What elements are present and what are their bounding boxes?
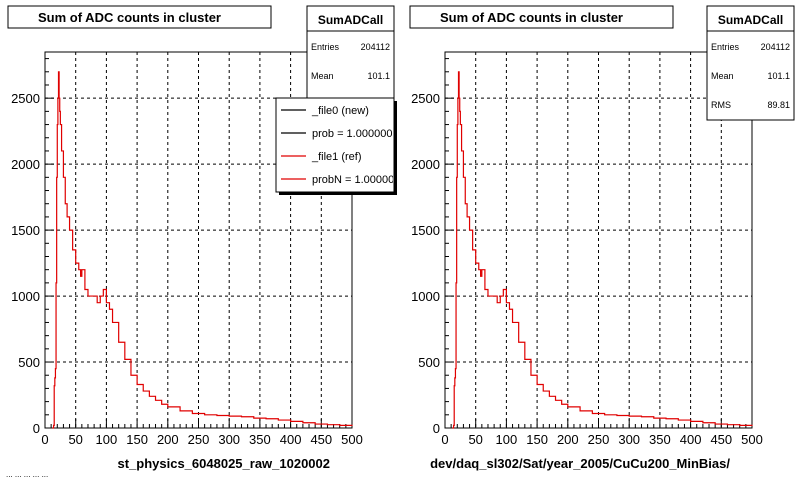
y-tick-label: 1500 (411, 223, 440, 238)
x-tick-label: 450 (310, 432, 332, 447)
y-tick-label: 500 (418, 355, 440, 370)
stats-label: RMS (711, 100, 731, 110)
x-tick-label: 0 (441, 432, 448, 447)
x-tick-label: 0 (41, 432, 48, 447)
y-tick-label: 2000 (11, 157, 40, 172)
legend-label: _file0 (new) (311, 105, 369, 117)
x-tick-label: 150 (526, 432, 548, 447)
x-tick-label: 200 (157, 432, 179, 447)
title-box (7, 5, 272, 29)
x-tick-label: 200 (557, 432, 579, 447)
x-tick-label: 500 (341, 432, 363, 447)
y-tick-label: 1000 (11, 289, 40, 304)
legend-label: _file1 (ref) (311, 151, 362, 163)
y-tick-label: 1000 (411, 289, 440, 304)
x-axis-title: st_physics_6048025_raw_1020002 (117, 456, 330, 471)
x-tick-label: 400 (280, 432, 302, 447)
legend-box (275, 97, 395, 193)
chart-panel-2: 0 50 100 150 200 250 300 350 400 450 500 0 500 1000 15… (409, 5, 795, 471)
x-tick-label: 350 (249, 432, 271, 447)
stats-box (306, 5, 395, 111)
y-tick-label: 2000 (411, 157, 440, 172)
stats-value: 204112 (361, 42, 390, 52)
x-tick-label: 150 (126, 432, 148, 447)
x-tick-label: 350 (649, 432, 671, 447)
stats-label: Entries (711, 42, 740, 52)
x-axis-title: dev/daq_sl302/Sat/year_2005/CuCu200_MinB… (430, 456, 730, 471)
stats-value: 101.1 (367, 71, 390, 81)
stats-value: 204112 (761, 42, 790, 52)
y-tick-label: 2500 (411, 91, 440, 106)
stats-box (706, 5, 795, 121)
legend-label: probN = 1.000000 (312, 174, 400, 186)
stats-value: 89.81 (767, 100, 790, 110)
y-tick-label: 0 (433, 421, 440, 436)
stats-label: Entries (311, 42, 340, 52)
x-tick-label: 50 (68, 432, 82, 447)
histogram-series-line (52, 71, 353, 429)
x-tick-label: 100 (496, 432, 518, 447)
y-tick-label: 1500 (11, 223, 40, 238)
chart-title: Sum of ADC counts in cluster (440, 10, 623, 25)
x-tick-label: 450 (710, 432, 732, 447)
legend-entries: _file0 (new) prob = 1.000000 _file1 (ref) p… (281, 105, 400, 186)
stats-label: Mean (311, 71, 334, 81)
chart-panel-1: 0 50 100 150 200 250 300 350 400 450 500 0 500 1000 15… (7, 5, 400, 471)
x-tick-label: 500 (741, 432, 763, 447)
stats-label: Mean (711, 71, 734, 81)
chart-title: Sum of ADC counts in cluster (38, 10, 221, 25)
y-tick-label: 2500 (11, 91, 40, 106)
legend-label: prob = 1.000000 (312, 128, 392, 140)
footer-timestamp: ... ... ... ... ... (6, 470, 48, 479)
histogram-series-line (452, 71, 753, 429)
x-tick-label: 250 (188, 432, 210, 447)
stats-name: SumADCall (718, 13, 783, 27)
x-tick-label: 250 (588, 432, 610, 447)
x-tick-label: 300 (618, 432, 640, 447)
y-tick-label: 0 (33, 421, 40, 436)
x-tick-label: 400 (680, 432, 702, 447)
stats-name: SumADCall (318, 13, 383, 27)
y-tick-label: 500 (18, 355, 40, 370)
x-tick-label: 100 (96, 432, 118, 447)
x-tick-label: 300 (218, 432, 240, 447)
x-tick-label: 50 (468, 432, 482, 447)
stats-value: 101.1 (767, 71, 790, 81)
title-box (409, 5, 674, 29)
